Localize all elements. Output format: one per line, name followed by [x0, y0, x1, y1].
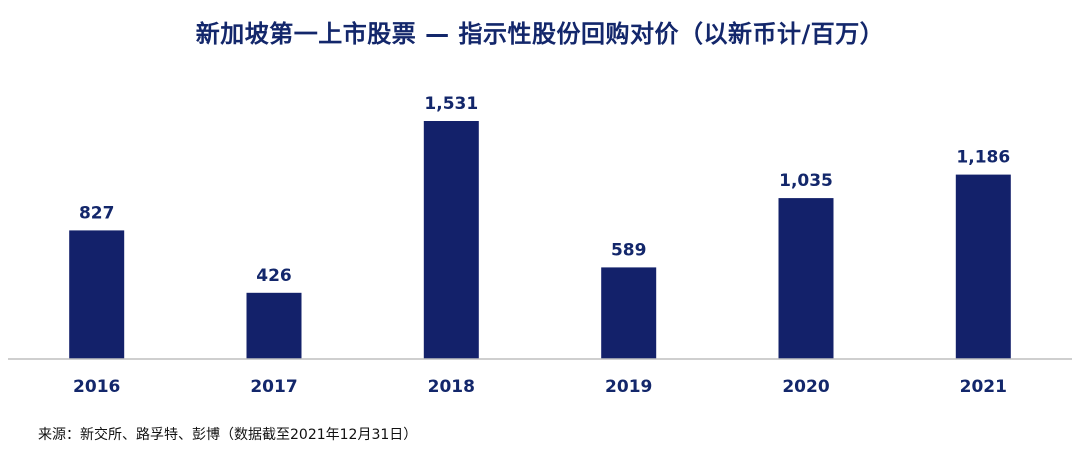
- data-label-2017: 426: [256, 266, 292, 286]
- bar-2016: [69, 230, 124, 359]
- x-tick-label-2018: 2018: [428, 377, 475, 397]
- bar-2018: [424, 121, 479, 359]
- data-label-2021: 1,186: [956, 148, 1010, 168]
- x-tick-label-2016: 2016: [73, 377, 120, 397]
- bar-2020: [779, 198, 834, 359]
- source-note: 来源：新交所、路孚特、彭博（数据截至2021年12月31日）: [38, 424, 417, 444]
- bar-chart: 827 2016 426 2017 1,531 2018 589 2019 1,035 2020 1…: [0, 0, 1080, 420]
- x-tick-label-2021: 2021: [960, 377, 1007, 397]
- bars-layer: [69, 121, 1011, 359]
- data-label-2016: 827: [79, 203, 115, 223]
- bar-2021: [956, 175, 1011, 359]
- data-label-2018: 1,531: [424, 94, 478, 114]
- bar-2017: [247, 293, 302, 359]
- x-tick-label-2020: 2020: [782, 377, 829, 397]
- x-tick-label-2017: 2017: [250, 377, 297, 397]
- x-tick-label-2019: 2019: [605, 377, 652, 397]
- data-label-2019: 589: [611, 240, 647, 260]
- bar-2019: [601, 267, 656, 359]
- data-label-2020: 1,035: [779, 171, 833, 191]
- labels-layer: 827 2016 426 2017 1,531 2018 589 2019 1,035 2020 1…: [73, 94, 1010, 397]
